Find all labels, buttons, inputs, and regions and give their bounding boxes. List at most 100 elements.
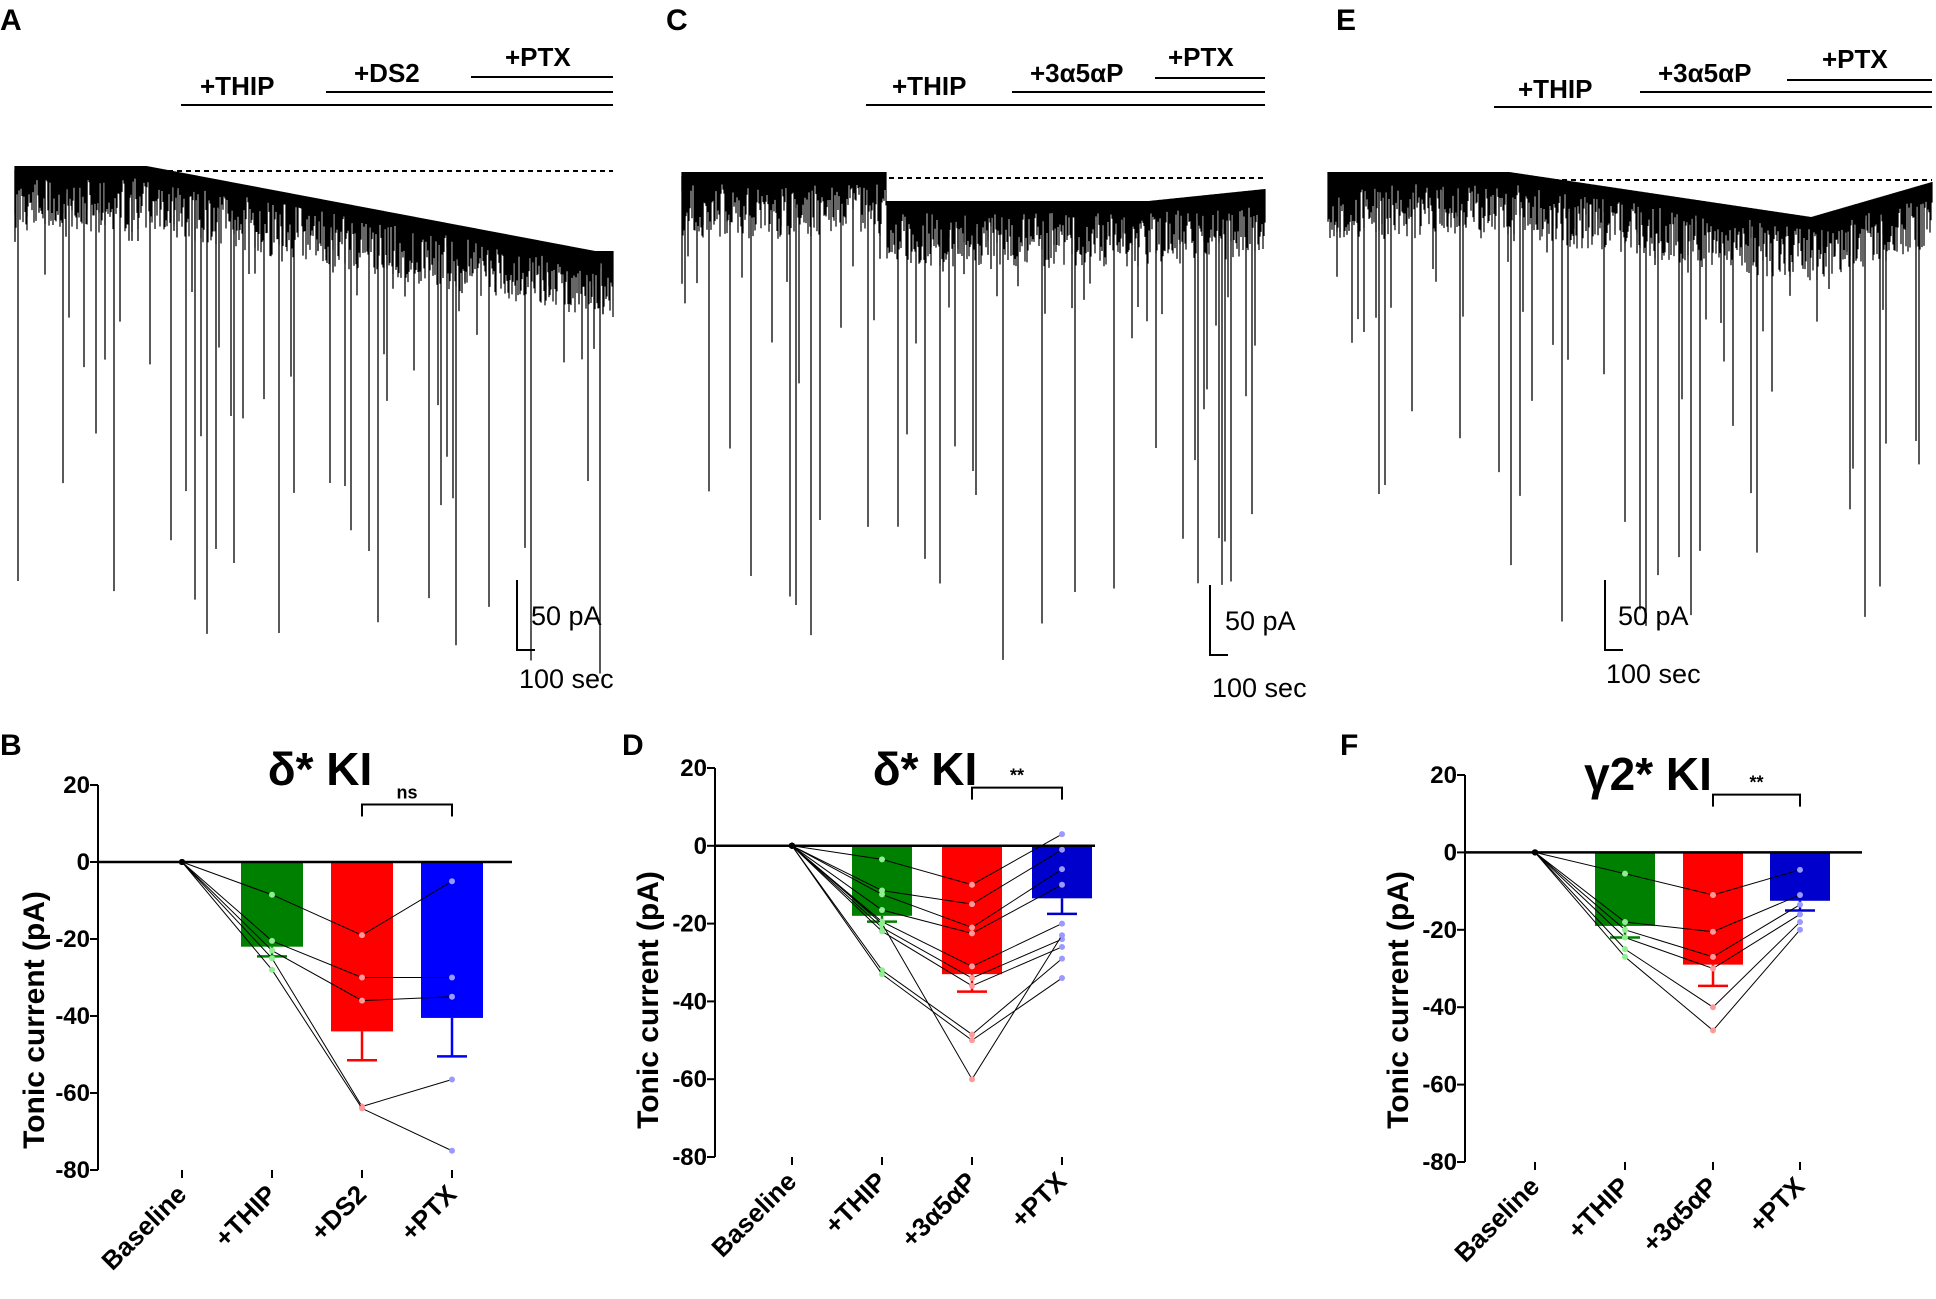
cell-point-f <box>1710 1027 1716 1034</box>
y-axis-label-d: Tonic current (pA) <box>632 871 665 1129</box>
panel-a: A +THIP +DS2 +PTX 50 pA 100 sec <box>0 4 614 694</box>
cell-line-d <box>791 845 1063 1081</box>
cell-point-f <box>1622 870 1628 877</box>
drug-label-ptx-c: +PTX <box>1168 42 1234 72</box>
y-axis-label-f: Tonic current (pA) <box>1382 871 1415 1129</box>
x-category-label-f-3: +PTX <box>1743 1171 1811 1239</box>
y-axis-label-b: Tonic current (pA) <box>18 891 51 1149</box>
cell-line-d <box>791 845 1063 1041</box>
cell-line-f <box>1534 852 1801 1008</box>
drug-label-3a5ap-c: +3α5αP <box>1030 58 1123 88</box>
cell-point-f <box>1710 1004 1716 1011</box>
significance-label-f: ** <box>1749 773 1763 793</box>
cell-line-d <box>791 845 1063 987</box>
scale-y-label-a: 50 pA <box>531 601 602 631</box>
x-category-label-b-0: Baseline <box>95 1179 192 1276</box>
cell-point-b <box>359 974 365 981</box>
cell-line-d <box>791 845 1063 905</box>
cell-point-d <box>969 1076 975 1083</box>
cell-point-d <box>879 971 885 978</box>
cell-point-f <box>1797 866 1803 873</box>
cell-line-d <box>791 845 1063 929</box>
scale-bar-a <box>516 580 535 651</box>
cell-point-f <box>1622 953 1628 960</box>
cell-point-f <box>1710 953 1716 960</box>
cell-point-d <box>969 881 975 888</box>
panel-letter-e: E <box>1336 4 1356 37</box>
cell-point-b <box>269 947 275 954</box>
cell-point-d <box>1059 831 1065 838</box>
cell-point-d <box>1059 943 1065 950</box>
cell-point-f <box>1797 926 1803 933</box>
x-category-label-d-2: +3α5αP <box>895 1166 982 1253</box>
y-tick-label-d: -60 <box>672 1066 707 1093</box>
cell-point-f <box>1622 926 1628 933</box>
significance-bracket-b <box>361 803 453 817</box>
cell-point-d <box>879 856 885 863</box>
y-tick-label-f: 20 <box>1430 762 1457 789</box>
scale-x-label-e: 100 sec <box>1606 659 1701 689</box>
x-category-label-b-2: +DS2 <box>305 1179 373 1247</box>
y-tick-label-d: 0 <box>694 833 707 860</box>
y-tick-label-f: -80 <box>1422 1149 1457 1176</box>
bar-chart-b: B δ* KI Tonic current (pA) 20 0 -20 -40 -60 -… <box>0 729 512 1276</box>
scale-bar-c <box>1209 585 1228 656</box>
x-category-label-d-1: +THIP <box>818 1166 892 1240</box>
cell-point-b <box>269 891 275 898</box>
y-tick-label-b: -40 <box>55 1003 90 1030</box>
cell-line-b <box>181 861 453 936</box>
cell-point-d <box>969 924 975 931</box>
cell-point-b <box>449 993 455 1000</box>
cell-point-b <box>269 955 275 962</box>
cell-point-d <box>1059 932 1065 939</box>
cell-line-f <box>1534 852 1801 933</box>
bar-b-3 <box>421 862 483 1018</box>
significance-bracket-d <box>971 786 1063 800</box>
cell-line-b <box>181 861 453 1002</box>
trace-body <box>1327 172 1933 281</box>
x-category-label-d-3: +PTX <box>1005 1166 1073 1234</box>
y-tick-label-b: -80 <box>55 1157 90 1184</box>
scale-bar-e <box>1604 580 1623 651</box>
cell-line-d <box>791 845 1063 979</box>
chart-title-f: γ2* KI <box>1584 748 1712 800</box>
cell-line-b <box>181 861 453 1108</box>
x-category-label-f-2: +3α5αP <box>1636 1171 1723 1258</box>
cell-point-f <box>1622 919 1628 926</box>
cell-point-d <box>1059 846 1065 853</box>
cell-point-d <box>1059 881 1065 888</box>
cell-point-d <box>969 1037 975 1044</box>
cell-point-b <box>359 1105 365 1112</box>
scale-x-label-c: 100 sec <box>1212 673 1307 703</box>
significance-bracket-f <box>1712 793 1801 807</box>
panel-letter-c: C <box>666 4 688 37</box>
cell-point-b <box>449 974 455 981</box>
y-tick-label-d: -80 <box>672 1144 707 1171</box>
cell-point-d <box>969 982 975 989</box>
current-trace-a <box>14 166 614 674</box>
cell-point-f <box>1797 891 1803 898</box>
y-tick-label-d: -40 <box>672 988 707 1015</box>
cell-line-f <box>1534 851 1801 896</box>
cell-point-b <box>449 1147 455 1154</box>
cell-point-d <box>1059 866 1065 873</box>
cell-point-b <box>269 937 275 944</box>
bar-chart-f: F γ2* KI Tonic current (pA) 20 0 -20 -40 -60… <box>1340 729 1862 1268</box>
trace-spikes <box>14 170 604 674</box>
cell-point-b <box>359 997 365 1004</box>
panel-e: E +THIP +3α5αP +PTX 50 pA 100 sec <box>1327 4 1933 689</box>
cell-point-d <box>969 1031 975 1038</box>
cell-point-b <box>449 878 455 885</box>
cell-point-d <box>879 891 885 898</box>
panel-letter-b: B <box>0 729 22 762</box>
cell-line-b <box>181 861 452 978</box>
panel-c: C +THIP +3α5αP +PTX 50 pA 100 sec <box>666 4 1307 703</box>
cell-line-d <box>791 845 1063 934</box>
bar-f-1 <box>1595 852 1655 926</box>
panel-letter-f: F <box>1340 729 1358 762</box>
drug-label-thip-e: +THIP <box>1518 74 1592 104</box>
bar-f-2 <box>1683 852 1743 965</box>
trace-spikes <box>1330 176 1920 626</box>
bar-chart-d: D δ* KI Tonic current (pA) 20 0 -20 -40 -60 -… <box>622 729 1095 1263</box>
drug-label-ds2-a: +DS2 <box>354 58 420 88</box>
